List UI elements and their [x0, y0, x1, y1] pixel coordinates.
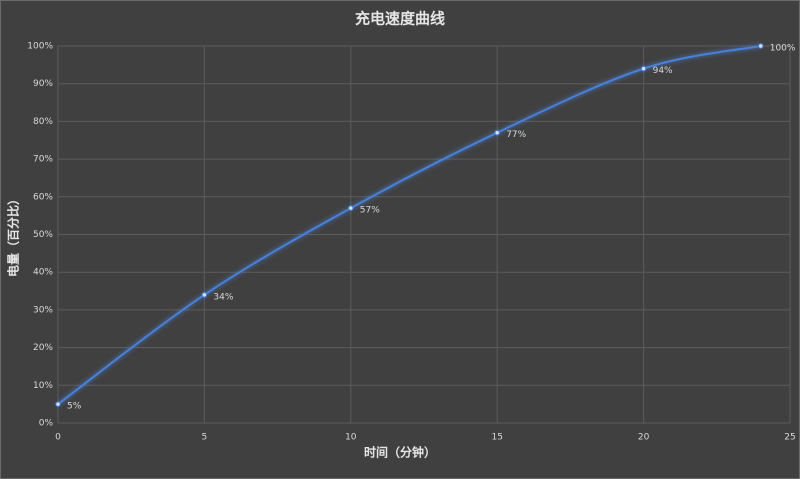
- point: [758, 43, 764, 49]
- x-tick-label: 20: [638, 433, 650, 443]
- data-label: 57%: [360, 206, 380, 216]
- y-tick-label: 100%: [27, 42, 53, 52]
- point: [640, 65, 647, 72]
- chart-title: 充电速度曲线: [355, 10, 445, 28]
- x-tick-label: 15: [491, 433, 502, 443]
- data-label: 77%: [506, 130, 526, 140]
- y-tick-label: 40%: [33, 268, 53, 278]
- y-tick-label: 0%: [39, 419, 54, 429]
- y-tick-label: 20%: [33, 343, 53, 353]
- data-label: 34%: [213, 292, 233, 302]
- y-tick-label: 90%: [33, 79, 53, 89]
- y-tick-label: 60%: [33, 192, 53, 202]
- x-tick-label: 25: [784, 433, 795, 443]
- y-axis-label: 电量（百分比）: [6, 193, 21, 277]
- y-tick-label: 80%: [33, 117, 53, 127]
- x-tick-label: 10: [345, 433, 357, 443]
- y-tick-label: 50%: [33, 230, 53, 240]
- x-tick-label: 0: [55, 433, 61, 443]
- data-label: 94%: [653, 66, 673, 76]
- point: [55, 401, 61, 407]
- data-label: 100%: [770, 44, 796, 54]
- x-tick-label: 5: [202, 433, 208, 443]
- point: [348, 205, 354, 211]
- y-tick-label: 70%: [33, 155, 53, 165]
- point: [494, 130, 500, 136]
- x-axis-label: 时间（分钟）: [364, 445, 436, 460]
- y-tick-label: 10%: [33, 381, 53, 391]
- point: [201, 292, 208, 298]
- y-tick-label: 30%: [33, 305, 53, 315]
- data-label: 5%: [67, 402, 82, 412]
